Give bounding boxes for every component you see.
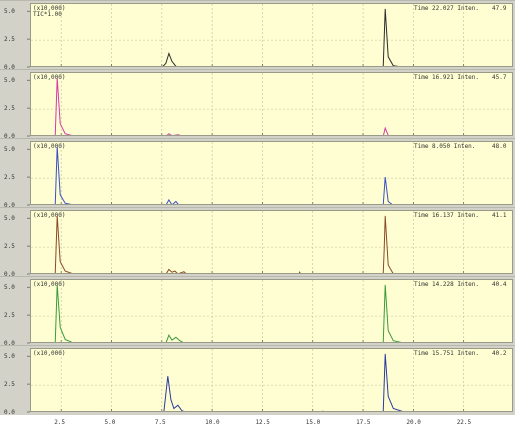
chromatogram-trace <box>162 8 399 66</box>
x-axis: 2.5 5.0 7.5 10.0 12.5 15.0 17.5 20.0 22.5 <box>54 419 472 426</box>
panel-intensity: 48.0 <box>492 143 507 150</box>
y-axis: 5.0 2.5 0.0 <box>4 284 30 346</box>
panel-header: Time 16.137 Inten. <box>414 212 479 219</box>
panel-intensity: 45.7 <box>492 74 507 81</box>
y-tick-label: 2.5 <box>4 174 15 181</box>
y-tick-label: 2.5 <box>4 243 15 250</box>
y-scale-label: (x10,000) <box>33 5 66 12</box>
y-axis: 5.0 2.5 0.0 <box>4 146 30 208</box>
y-tick-label: 0.0 <box>4 202 15 208</box>
panel-extra-label: TIC*1.00 <box>33 11 62 18</box>
x-tick-label: 7.5 <box>155 419 166 426</box>
y-tick-label: 5.0 <box>4 146 15 153</box>
y-axis: 5.0 2.5 0.0 <box>4 215 30 277</box>
chromatogram-trace <box>54 146 393 204</box>
y-tick-label: 0.0 <box>4 271 15 277</box>
plot-area: (x10,000) TIC*1.00 Time 22.027 Inten. 47.9 <box>30 3 513 67</box>
y-tick-label: 5.0 <box>4 215 15 222</box>
panel-header: Time 14.228 Inten. <box>414 281 479 288</box>
x-tick-label: 5.0 <box>105 419 116 426</box>
y-scale-label: (x10,000) <box>33 74 66 81</box>
y-axis: 5.0 2.5 0.0 <box>4 8 30 70</box>
y-scale-label: (x10,000) <box>33 281 66 288</box>
panel-intensity: 41.1 <box>492 212 507 219</box>
y-tick-label: 2.5 <box>4 36 15 43</box>
x-tick-label: 10.0 <box>205 419 220 426</box>
y-tick-label: 5.0 <box>4 353 15 360</box>
chromatogram-trace <box>163 353 403 411</box>
y-axis: 5.0 2.5 0.0 <box>4 77 30 139</box>
y-scale-label: (x10,000) <box>33 143 66 150</box>
chromatogram-trace <box>54 215 394 273</box>
y-tick-label: 0.0 <box>4 340 15 346</box>
y-tick-label: 0.0 <box>4 409 15 415</box>
panel-header: Time 15.751 Inten. <box>414 350 479 357</box>
plot-area: (x10,000) Time 14.228 Inten. 40.4 <box>30 279 513 343</box>
panel-header: Time 22.027 Inten. <box>414 5 479 12</box>
panel-header: Time 16.921 Inten. <box>414 74 479 81</box>
chromatogram-panel: 5.0 2.5 0.0 (x10,000) Time 8.050 Inten. 48.0 <box>0 138 515 208</box>
plot-area: (x10,000) Time 15.751 Inten. 40.2 <box>30 348 513 412</box>
x-tick-label: 2.5 <box>54 419 65 426</box>
chromatogram-panel: 5.0 2.5 0.0 (x10,000) TIC*1.00 Time 22.027 In… <box>0 0 515 70</box>
x-tick-label: 17.5 <box>356 419 371 426</box>
y-scale-label: (x10,000) <box>33 212 66 219</box>
panel-intensity: 40.4 <box>492 281 507 288</box>
chromatogram-panel: 5.0 2.5 0.0 (x10,000) Time 14.228 Inten. 40.4 <box>0 276 515 346</box>
y-tick-label: 5.0 <box>4 284 15 291</box>
x-tick-label: 12.5 <box>255 419 270 426</box>
y-tick-label: 2.5 <box>4 381 15 388</box>
y-tick-label: 2.5 <box>4 105 15 112</box>
chromatogram-trace <box>54 77 390 135</box>
x-tick-label: 15.0 <box>306 419 321 426</box>
plot-area: (x10,000) Time 16.921 Inten. 45.7 <box>30 72 513 136</box>
chromatogram-panel: 5.0 2.5 0.0 (x10,000) Time 16.137 Inten. 41.1 <box>0 207 515 277</box>
panel-intensity: 47.9 <box>492 5 507 12</box>
panel-intensity: 40.2 <box>492 350 507 357</box>
x-tick-label: 22.5 <box>457 419 472 426</box>
chromatogram-panel: 5.0 2.5 0.0 (x10,000) Time 16.921 Inten. 45.7 <box>0 69 515 139</box>
y-tick-label: 0.0 <box>4 133 15 139</box>
x-tick-label: 20.0 <box>406 419 421 426</box>
y-tick-label: 0.0 <box>4 64 15 70</box>
chromatogram-panel: 5.0 2.5 0.0 (x10,000) Time 15.751 Inten. 40.2 <box>0 345 515 415</box>
plot-area: (x10,000) Time 16.137 Inten. 41.1 <box>30 210 513 274</box>
plot-area: (x10,000) Time 8.050 Inten. 48.0 <box>30 141 513 205</box>
y-scale-label: (x10,000) <box>33 350 66 357</box>
y-tick-label: 2.5 <box>4 312 15 319</box>
y-tick-label: 5.0 <box>4 77 15 84</box>
y-tick-label: 5.0 <box>4 8 15 15</box>
chromatogram-trace <box>54 284 402 342</box>
panel-header: Time 8.050 Inten. <box>414 143 475 150</box>
y-axis: 5.0 2.5 0.0 <box>4 353 30 415</box>
